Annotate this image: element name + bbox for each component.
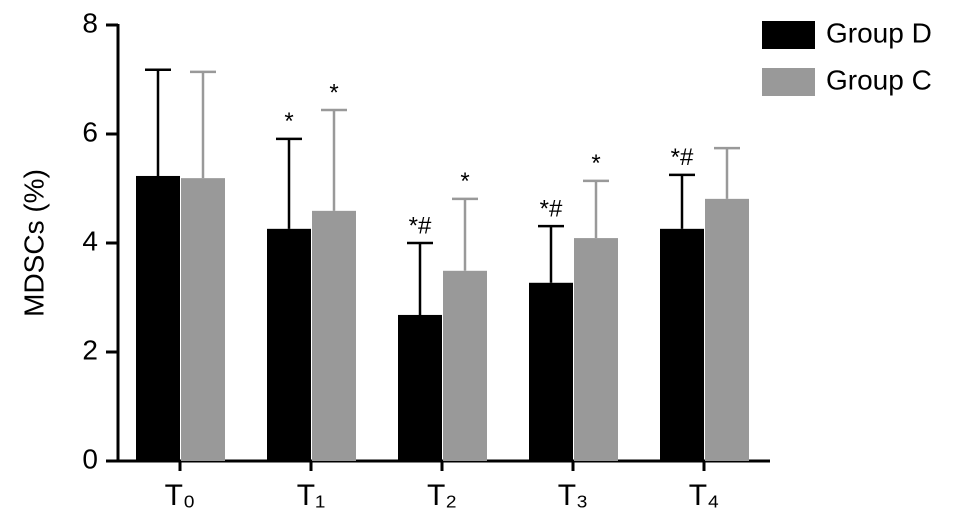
legend-label: Group C (826, 64, 932, 95)
x-tick-label: T₁ (297, 479, 325, 512)
y-tick-label: 4 (82, 225, 98, 256)
bar (312, 210, 356, 461)
bar (574, 238, 618, 461)
bar (398, 314, 442, 461)
y-tick-label: 2 (82, 334, 98, 365)
legend-swatch (762, 21, 815, 49)
x-tick-label: T₃ (558, 479, 589, 512)
y-tick-label: 0 (82, 443, 98, 474)
significance-label: * (329, 79, 338, 106)
x-tick-label: T₀ (165, 479, 196, 512)
bar (267, 228, 311, 461)
significance-label: * (460, 168, 469, 195)
bar (529, 282, 573, 461)
y-tick-label: 8 (82, 7, 98, 38)
legend-swatch (762, 68, 815, 96)
legend-label: Group D (826, 17, 932, 48)
bar (660, 228, 704, 461)
significance-label: *# (540, 195, 563, 222)
significance-label: *# (409, 212, 432, 239)
x-tick-label: T₄ (689, 479, 720, 512)
bar (136, 175, 180, 461)
significance-label: *# (671, 144, 694, 171)
x-tick-label: T₂ (427, 479, 457, 512)
bar (705, 198, 749, 462)
significance-label: * (591, 150, 600, 177)
y-tick-label: 6 (82, 116, 98, 147)
y-axis-label: MDSCs (%) (18, 169, 49, 317)
bar (443, 270, 487, 461)
bar (181, 178, 225, 461)
significance-label: * (284, 108, 293, 135)
